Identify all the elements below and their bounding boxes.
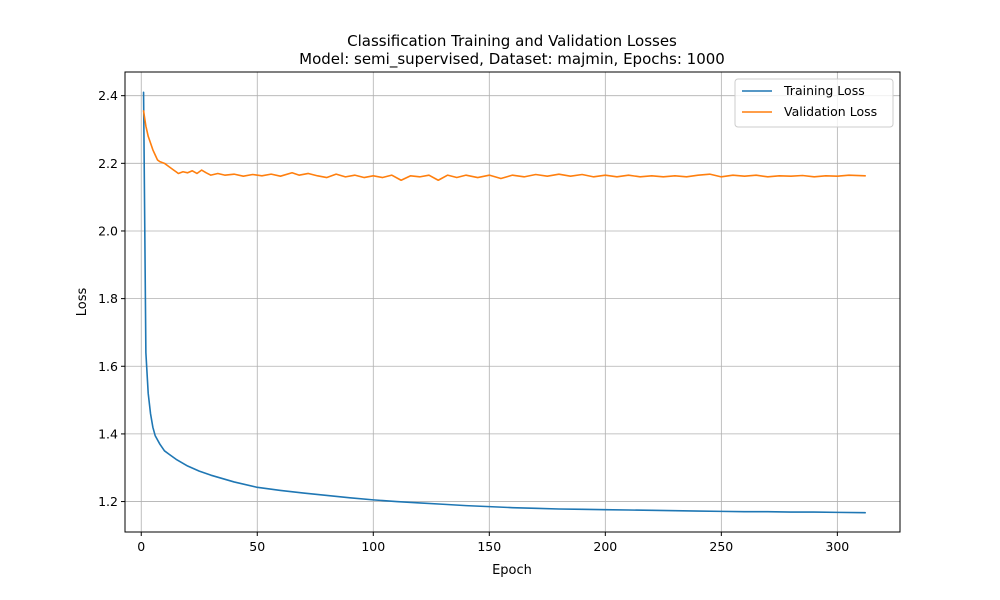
- legend: Training Loss Validation Loss: [734, 78, 894, 128]
- series-lines: [142, 91, 866, 514]
- x-axis-ticks: 0 50 100 150 200 250 300: [137, 532, 849, 554]
- y-tick-label: 1.6: [98, 359, 118, 374]
- legend-label-validation: Validation Loss: [784, 104, 877, 119]
- y-tick-label: 2.4: [98, 88, 118, 103]
- legend-label-training: Training Loss: [783, 83, 865, 98]
- y-tick-label: 2.2: [98, 156, 118, 171]
- grid: [125, 72, 900, 532]
- x-tick-label: 0: [137, 539, 145, 554]
- x-tick-label: 100: [361, 539, 385, 554]
- y-tick-label: 1.8: [98, 291, 118, 306]
- y-axis-label: Loss: [75, 288, 90, 317]
- chart-title: Classification Training and Validation L…: [347, 32, 677, 50]
- y-axis-ticks: 1.2 1.4 1.6 1.8 2.0 2.2 2.4: [98, 88, 125, 509]
- y-tick-label: 1.2: [98, 494, 118, 509]
- y-tick-label: 1.4: [98, 426, 118, 441]
- training-loss-line: [142, 91, 866, 514]
- x-tick-label: 300: [825, 539, 849, 554]
- y-tick-label: 2.0: [98, 223, 118, 238]
- x-tick-label: 150: [477, 539, 501, 554]
- x-tick-label: 250: [709, 539, 733, 554]
- validation-loss-line: [142, 110, 866, 182]
- x-axis-label: Epoch: [492, 563, 532, 578]
- plot-area-frame: [124, 71, 901, 533]
- legend-box: [734, 78, 894, 128]
- chart-subtitle: Model: semi_supervised, Dataset: majmin,…: [299, 50, 725, 69]
- x-tick-label: 200: [593, 539, 617, 554]
- x-tick-label: 50: [249, 539, 265, 554]
